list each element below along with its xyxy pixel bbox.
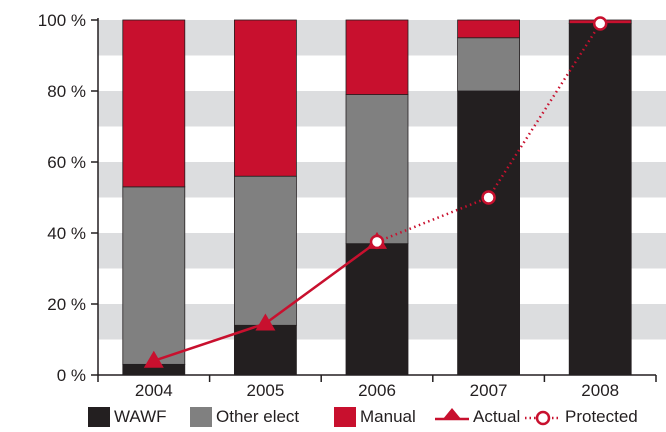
bar-wawf-2008 — [568, 23, 632, 376]
legend-symbol-actual — [435, 408, 469, 421]
x-tick-label: 2005 — [246, 381, 284, 400]
bar-other-elect-2005 — [233, 175, 297, 326]
y-tick-label: 20 % — [47, 295, 86, 314]
marker-protected-2008 — [592, 16, 608, 31]
bar-manual-2006 — [345, 19, 409, 95]
marker-actual-2005 — [255, 313, 276, 331]
bars — [122, 19, 632, 376]
bar-wawf-2007 — [457, 90, 521, 376]
bar-wawf-2006 — [345, 243, 409, 376]
legend-item-actual: Actual — [434, 406, 520, 428]
legend-swatch-wawf — [88, 407, 110, 427]
legend-swatch-manual — [334, 407, 356, 427]
y-tick-label: 40 % — [47, 224, 86, 243]
legend-label-actual: Actual — [473, 407, 521, 426]
y-tick-label: 80 % — [47, 82, 86, 101]
x-tick-label: 2004 — [135, 381, 173, 400]
bar-other-elect-2004 — [122, 186, 186, 365]
y-ticks: 0 % 20 % 40 % 60 % 80 % 100 % — [38, 11, 98, 385]
legend-item-protected: Protected — [524, 406, 638, 428]
bar-wawf-2005 — [233, 324, 297, 376]
bar-manual-2007 — [457, 19, 521, 39]
bar-manual-2005 — [233, 19, 297, 177]
legend-item-manual: Manual — [334, 406, 416, 428]
bar-other-elect-2006 — [345, 94, 409, 245]
bar-other-elect-2007 — [457, 37, 521, 92]
trend-lines — [143, 16, 608, 368]
x-tick-label: 2008 — [581, 381, 619, 400]
stacked-bar-chart: 0 %20 %40 %60 %80 %100 % 2004 2005 2006 200… — [38, 11, 666, 400]
x-tick-label: 2006 — [358, 381, 396, 400]
legend-label-manual: Manual — [360, 407, 416, 426]
legend-symbol-protected — [525, 410, 561, 426]
bar-manual-2004 — [122, 19, 186, 188]
legend-label-other-elect: Other elect — [216, 407, 300, 426]
legend-item-other-elect: Other elect — [190, 406, 299, 428]
marker-actual-2004 — [143, 350, 164, 368]
legend-item-wawf: WAWF — [88, 406, 167, 428]
x-ticks: 2004 2005 2006 2007 2008 — [97, 375, 657, 400]
legend-label-wawf: WAWF — [114, 407, 167, 426]
legend-label-protected: Protected — [565, 407, 638, 426]
y-tick-label: 100 % — [38, 11, 86, 30]
legend-swatch-other-elect — [190, 407, 212, 427]
marker-protected-2007 — [481, 190, 496, 205]
legend: WAWF Other elect Manual Actual Protected — [0, 400, 666, 432]
y-tick-label: 0 % — [57, 366, 86, 385]
y-tick-label: 60 % — [47, 153, 86, 172]
marker-protected-2006 — [369, 234, 385, 250]
axes — [97, 18, 656, 376]
x-tick-label: 2007 — [470, 381, 508, 400]
